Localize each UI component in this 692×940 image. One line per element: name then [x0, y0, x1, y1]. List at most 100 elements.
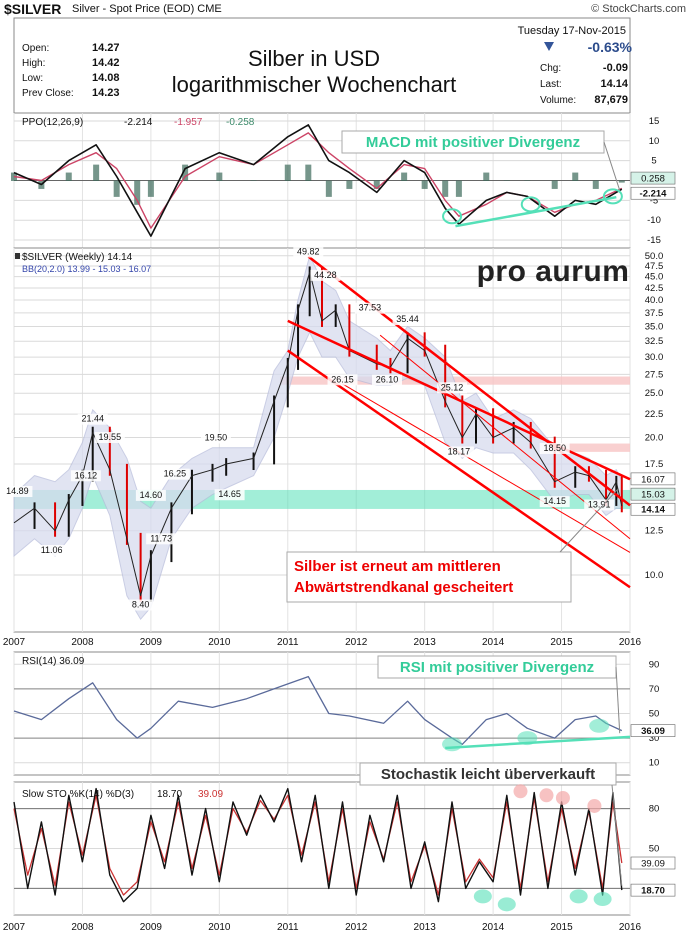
- ppo-last-label: 0.258: [641, 174, 665, 185]
- quote-label: Chg:: [540, 63, 561, 74]
- ppo-histogram-bar: [442, 180, 449, 197]
- sto-high-marker: [513, 784, 528, 799]
- rsi-low-marker: [589, 718, 610, 733]
- sto-last-label-box: [630, 856, 676, 870]
- ohlc-value: 14.23: [92, 87, 120, 99]
- ppo-histogram-bar: [346, 180, 353, 189]
- ppo-histogram-bar: [592, 180, 599, 189]
- sto-last-label-box: [630, 883, 676, 897]
- price-data-label: 21.44: [81, 414, 104, 424]
- x-axis-year-label: 2010: [208, 637, 231, 648]
- price-last-label: 15.03: [641, 490, 665, 501]
- ppo-annotation-pointer: [603, 141, 621, 191]
- price-tick-label: 32.5: [645, 336, 664, 347]
- price-tick-label: 12.5: [645, 526, 664, 537]
- price-data-label: 11.06: [41, 545, 63, 555]
- price-data-label: 14.89: [6, 486, 29, 496]
- pro-aurum-logo: pro aurum: [477, 255, 630, 288]
- x-axis-year-label: 2013: [414, 637, 437, 648]
- sto-low-marker: [497, 897, 516, 912]
- chart-header: $SILVER Silver - Spot Price (EOD) CME © …: [0, 0, 692, 18]
- price-tick-label: 20.0: [645, 432, 664, 443]
- trend-channel-line: [342, 383, 631, 553]
- ppo-histogram-bar: [284, 164, 291, 181]
- price-data-label-bg: [77, 413, 108, 425]
- x-axis-year-label: 2014: [482, 637, 505, 648]
- price-data-label: 37.53: [359, 303, 382, 313]
- x-axis-year-label: 2016: [619, 637, 642, 648]
- ppo-histogram-bar: [503, 180, 510, 181]
- ohlc-label: Low:: [22, 73, 43, 84]
- price-data-label-bg: [135, 489, 166, 501]
- price-data-label-bg: [584, 499, 615, 511]
- rsi-last-label: 36.09: [641, 726, 665, 737]
- symbol: $SILVER: [4, 1, 62, 17]
- sto-legend-k: 18.70: [157, 789, 182, 800]
- price-tick-label: 40.0: [645, 295, 664, 306]
- price-data-label: 19.55: [99, 432, 122, 442]
- ohlc-value: 14.42: [92, 57, 120, 69]
- sto-tick-label: 50: [649, 844, 660, 855]
- ppo-histogram-bar: [524, 180, 531, 181]
- sto-last-label: 39.09: [641, 859, 665, 870]
- x-axis-year-label-bottom: 2011: [277, 922, 299, 933]
- price-last-label-box: [630, 502, 676, 516]
- price-data-label-bg: [372, 374, 403, 386]
- resistance-zone-upper: [280, 376, 630, 385]
- ppo-legend-name: PPO(12,26,9): [22, 117, 83, 128]
- price-tick-label: 10.0: [645, 570, 664, 581]
- ppo-line: [13, 124, 623, 237]
- ppo-tick-label: -5: [650, 195, 658, 206]
- price-tick-label: 50.0: [645, 251, 664, 262]
- ppo-histogram-bar: [421, 180, 428, 189]
- price-data-label: 11.73: [150, 533, 172, 543]
- sto-legend-name: Slow STO %K(14) %D(3): [22, 789, 134, 800]
- x-axis-year-label-bottom: 2016: [619, 922, 642, 933]
- price-line: [13, 271, 623, 597]
- ppo-legend-value: -2.214: [124, 117, 153, 128]
- down-arrow-icon: [544, 42, 554, 51]
- price-data-label-bg: [293, 246, 324, 258]
- ppo-tick-label: 15: [649, 116, 660, 127]
- ppo-histogram-bar: [93, 164, 100, 181]
- rsi-tick-label: 70: [649, 684, 660, 695]
- price-data-label: 44.28: [314, 270, 337, 280]
- price-last-label: 14.14: [641, 505, 665, 516]
- trend-channel-line: [287, 319, 631, 481]
- price-last-label: 16.07: [641, 474, 665, 485]
- price-data-label-bg: [2, 486, 33, 498]
- sto-annotation-pointer: [611, 784, 623, 886]
- x-axis-year-label-bottom: 2014: [482, 922, 505, 933]
- price-data-label: 26.10: [376, 375, 399, 385]
- price-tick-label: 30.0: [645, 352, 664, 363]
- ppo-histogram-bar: [483, 172, 490, 181]
- rsi-tick-label: 30: [649, 733, 660, 744]
- x-axis-year-label-bottom: 2007: [3, 922, 26, 933]
- sto-last-label: 18.70: [641, 886, 665, 897]
- price-data-label-bg: [128, 599, 154, 611]
- ppo-histogram-bar: [325, 180, 332, 197]
- quote-value: -0.09: [603, 62, 628, 74]
- ppo-histogram-bar: [113, 180, 120, 197]
- quote-value: 14.14: [600, 78, 628, 90]
- price-annotation-line2: Abwärtstrendkanal gescheitert: [294, 579, 513, 596]
- price-data-label: 18.50: [543, 443, 566, 453]
- x-axis-year-label-bottom: 2015: [550, 922, 573, 933]
- change-percent: -0.63%: [588, 39, 633, 55]
- price-tick-label: 35.0: [645, 322, 664, 333]
- ohlc-label: High:: [22, 58, 45, 69]
- price-tick-label: 42.5: [645, 283, 664, 294]
- x-axis-year-label-bottom: 2013: [414, 922, 437, 933]
- price-annotation-line1: Silber ist erneut am mittleren: [294, 558, 501, 575]
- price-data-label: 18.17: [448, 447, 471, 457]
- ppo-histogram-bar: [250, 180, 257, 181]
- ppo-histogram-bar: [216, 172, 223, 181]
- ppo-histogram-bar: [551, 180, 558, 189]
- ohlc-value: 14.08: [92, 72, 120, 84]
- price-data-label-bg: [392, 314, 423, 326]
- rsi-tick-label: 10: [649, 758, 660, 769]
- sto-low-marker: [569, 889, 588, 904]
- price-data-label: 25.12: [441, 382, 464, 392]
- bb-legend: BB(20,2.0) 13.99 - 15.03 - 16.07: [22, 264, 151, 274]
- ppo-tick-label: -10: [647, 215, 661, 226]
